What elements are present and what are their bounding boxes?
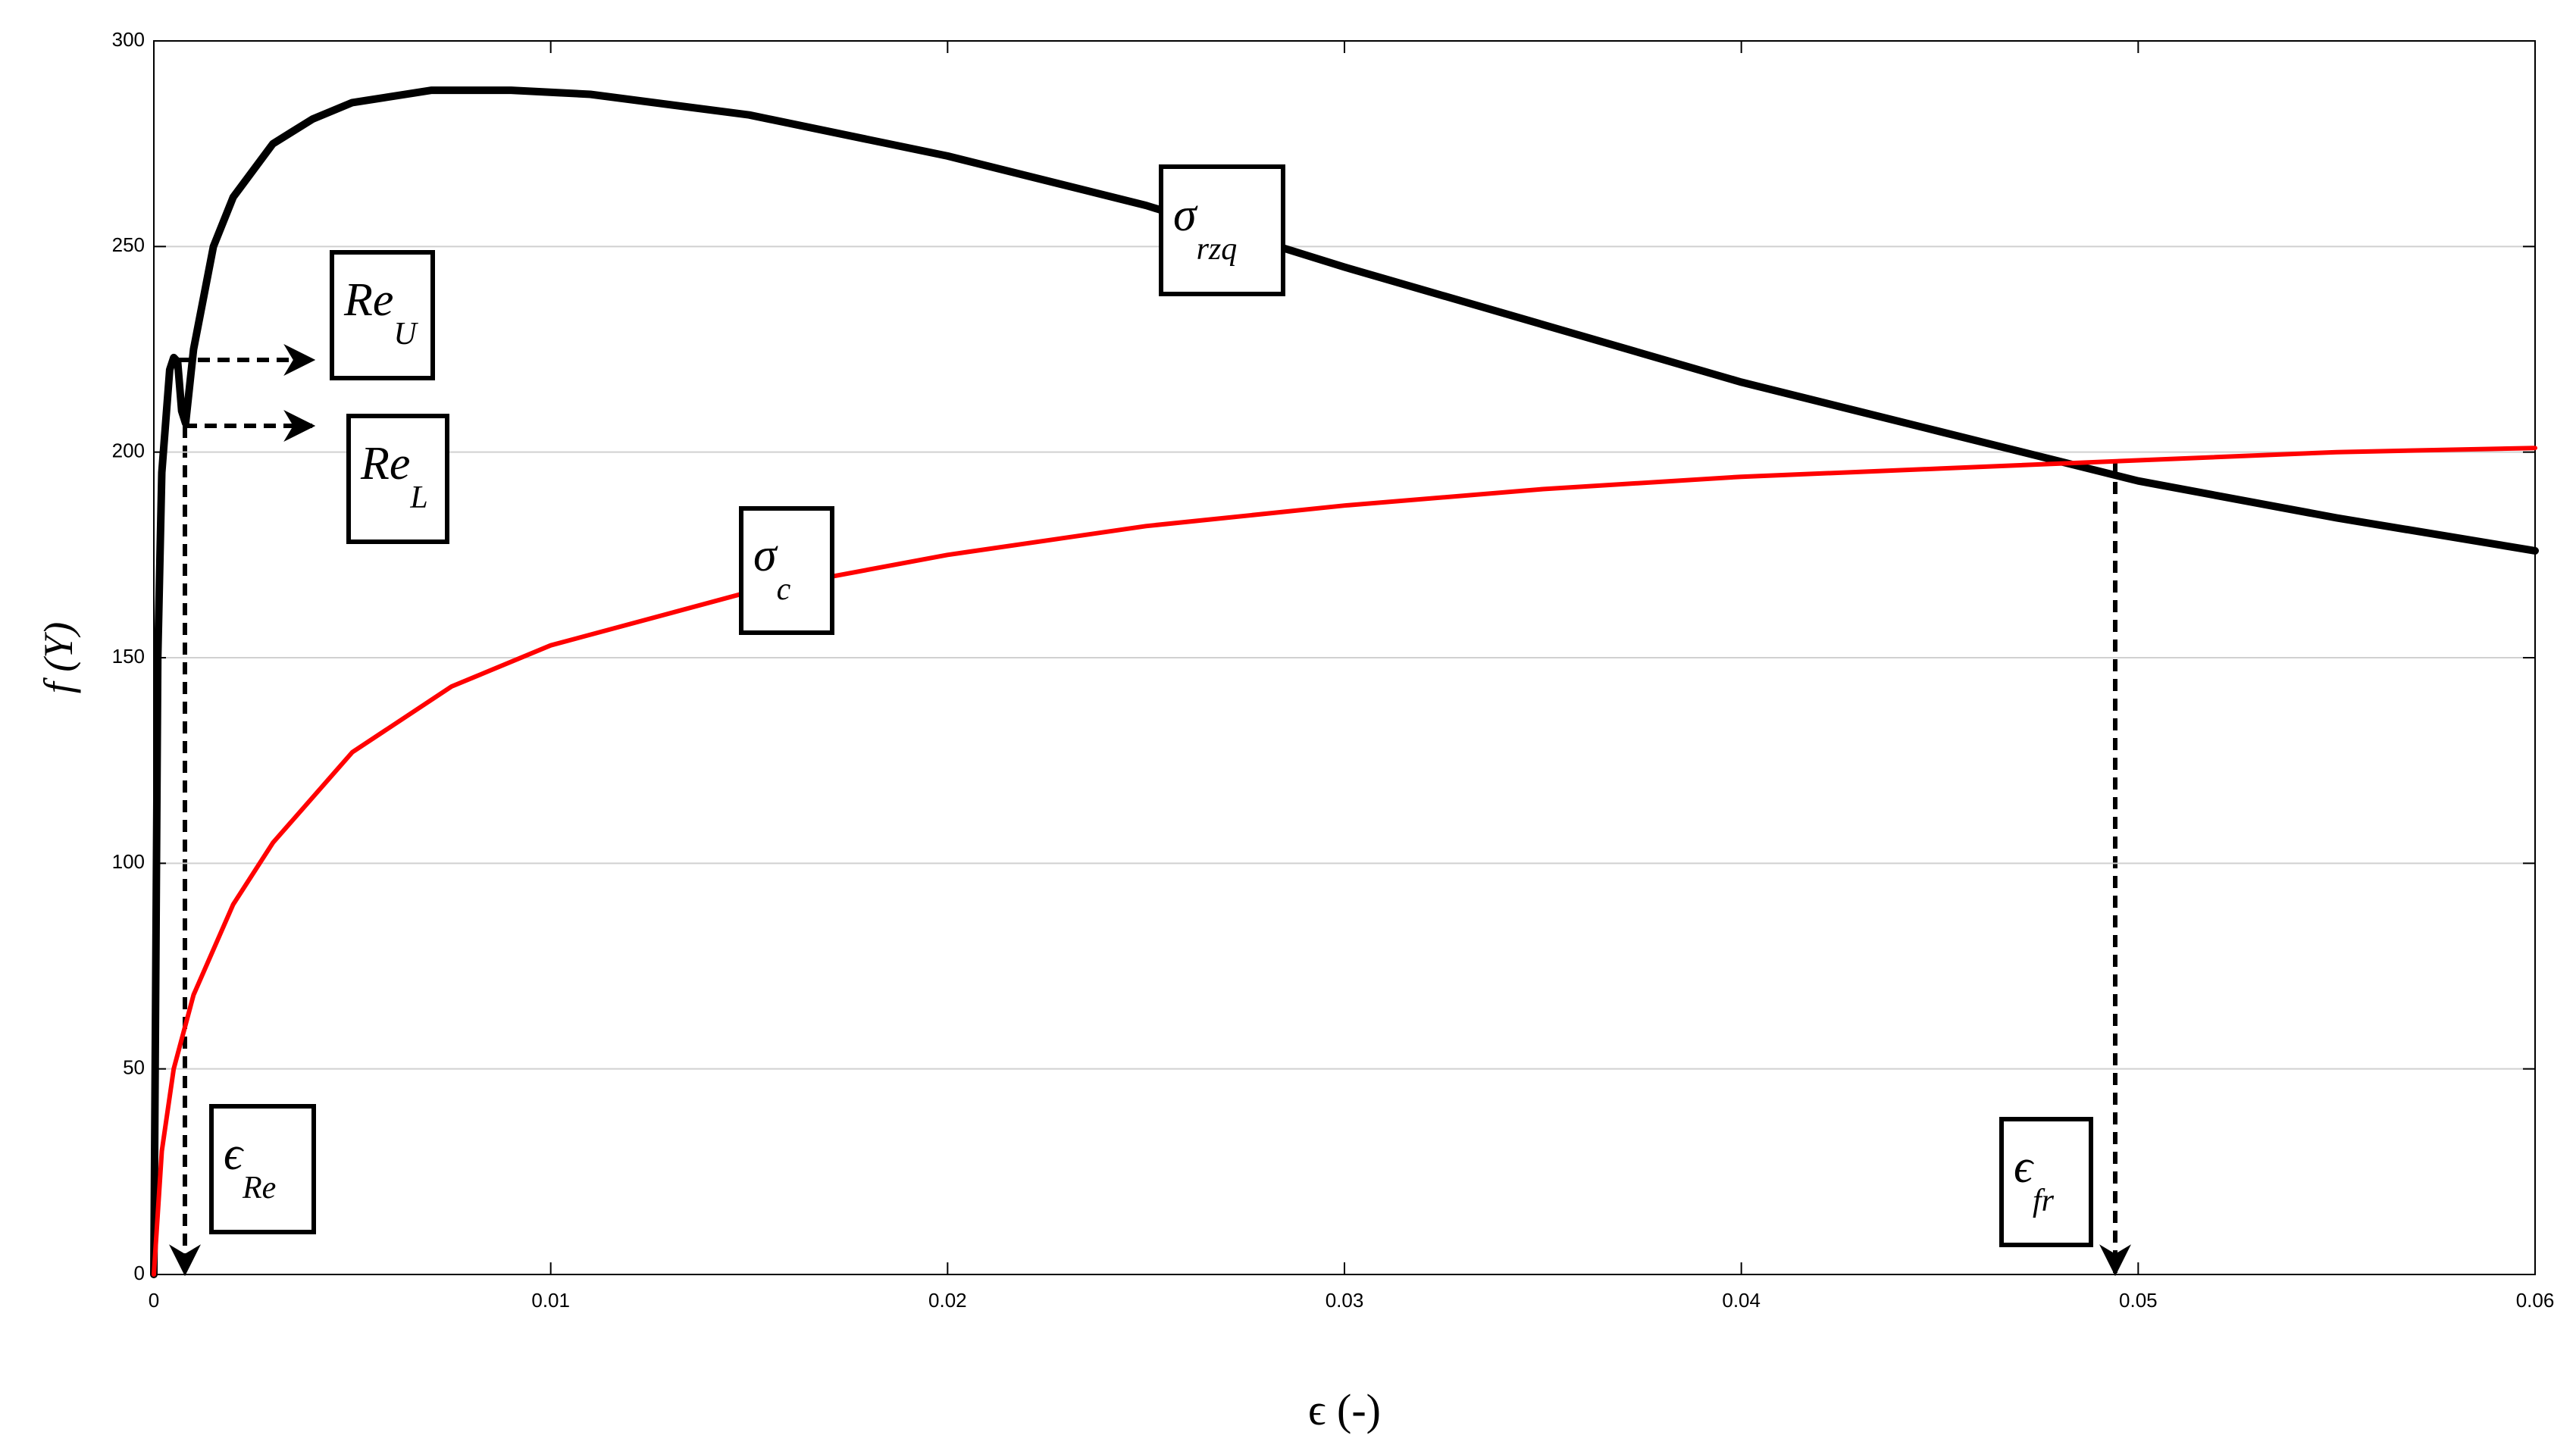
annotation-subscript: c [777, 572, 791, 607]
y-tick-label: 150 [112, 645, 145, 668]
annotation-subscript: Re [242, 1171, 276, 1206]
annotation-subscript: U [393, 317, 418, 352]
annotation-box [346, 414, 449, 544]
x-tick-label: 0.05 [2119, 1289, 2158, 1312]
annotation-subscript: rzq [1197, 232, 1238, 267]
annotation-symbol: σ [1173, 189, 1198, 241]
annotation-symbol: Re [343, 274, 393, 326]
annotation-label: ϵRe [224, 1128, 276, 1206]
x-tick-label: 0.06 [2516, 1289, 2555, 1312]
annotation-label: σc [753, 530, 791, 607]
x-tick-label: 0.04 [1722, 1289, 1761, 1312]
annotation-label: ReU [343, 274, 418, 352]
line-series [152, 446, 2537, 1277]
y-tick-label: 50 [123, 1056, 145, 1079]
annotation-subscript: fr [2033, 1184, 2055, 1218]
y-tick-label: 300 [112, 28, 145, 51]
x-tick-label: 0.02 [928, 1289, 967, 1312]
y-axis-label: f (Y) [36, 622, 81, 694]
annotation-arrows [169, 344, 2131, 1277]
annotation-box [1159, 164, 1285, 296]
annotation-symbol: ϵ [224, 1128, 244, 1180]
annotation-symbol: ϵ [2014, 1141, 2034, 1193]
y-tick-label: 200 [112, 439, 145, 462]
annotation-label: ϵfr [2014, 1141, 2055, 1218]
x-tick-label: 0.03 [1326, 1289, 1364, 1312]
x-axis-label: ϵ (-) [1308, 1385, 1381, 1434]
y-tick-label: 100 [112, 850, 145, 873]
annotation-subscript: L [409, 480, 427, 515]
annotation-label: σrzq [1173, 189, 1237, 267]
annotation-box [330, 250, 435, 380]
plot-frame [153, 40, 2536, 1275]
x-tick-label: 0 [149, 1289, 159, 1312]
annotation-label: ReL [360, 438, 428, 515]
y-tick-label: 0 [134, 1262, 145, 1284]
annotation-box [739, 506, 834, 635]
annotation-box [209, 1104, 316, 1234]
annotation-symbol: σ [753, 530, 778, 581]
annotation-box [1999, 1117, 2093, 1247]
x-tick-label: 0.01 [531, 1289, 570, 1312]
y-tick-label: 250 [112, 233, 145, 256]
line-series [150, 86, 2539, 1278]
annotation-symbol: Re [360, 438, 410, 489]
